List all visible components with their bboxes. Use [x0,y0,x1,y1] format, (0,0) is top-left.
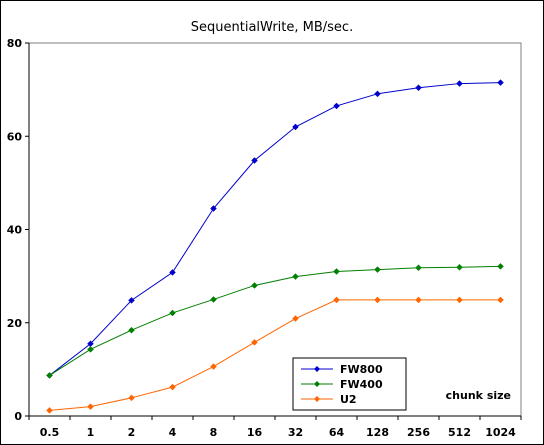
legend-swatch-marker [314,366,320,372]
x-tick-label-64: 64 [329,426,345,439]
data-point-U2-32 [292,315,299,322]
x-tick-label-16: 16 [247,426,263,439]
data-point-U2-1 [87,403,94,411]
data-point-FW800-256 [415,84,422,92]
x-tick-label-4: 4 [169,426,177,439]
data-point-FW800-512 [456,80,463,87]
data-point-FW800-8 [210,205,217,212]
data-point-FW400-0.5 [46,372,53,379]
axes [25,42,522,420]
data-point-U2-512 [456,296,463,304]
data-point-FW400-8 [210,296,217,303]
legend: FW800 FW400 U2 [292,357,407,411]
legend-label-FW800: FW800 [340,363,383,376]
chart-title: SequentialWrite, MB/sec. [191,20,353,35]
data-point-FW400-1024 [497,262,504,270]
legend-entry-U2: U2 [301,393,357,406]
series-line-U2 [49,299,501,411]
data-point-FW400-4 [169,309,176,317]
data-point-U2-64 [333,296,340,304]
series-lines [46,79,504,414]
x-tick-label-512: 512 [448,426,471,439]
x-tick-label-32: 32 [288,426,303,439]
data-point-FW400-64 [333,268,340,275]
y-tick-label-80: 80 [7,37,23,50]
data-point-FW800-32 [292,123,299,131]
data-point-U2-256 [415,296,422,304]
legend-entry-FW800: FW800 [301,363,383,376]
data-point-U2-2 [128,394,135,402]
data-point-U2-0.5 [46,407,53,414]
series-U2 [46,296,504,414]
series-FW400 [46,262,504,379]
y-tick-labels: 0 20 40 60 80 [7,37,23,423]
series-line-FW800 [49,82,501,376]
x-tick-labels: 0.5 1 2 4 8 16 32 64 128 256 512 1024 [40,426,516,439]
data-point-U2-4 [169,383,176,391]
data-point-FW400-16 [251,282,258,289]
y-tick-label-60: 60 [7,130,23,143]
x-tick-label-256: 256 [407,426,430,439]
legend-entry-FW400: FW400 [301,378,383,391]
data-point-FW400-32 [292,273,299,280]
x-tick-label-8: 8 [210,426,218,439]
legend-label-U2: U2 [340,393,357,406]
y-tick-label-20: 20 [7,317,23,330]
data-point-FW800-2 [128,297,135,304]
data-point-U2-1024 [497,296,504,304]
series-line-FW400 [49,265,501,376]
y-tick-label-0: 0 [14,410,22,423]
data-point-FW800-128 [374,90,381,98]
x-tick-label-128: 128 [366,426,389,439]
x-axis-label: chunk size [446,389,511,402]
data-point-FW800-16 [251,157,258,164]
x-tick-label-1: 1 [87,426,95,439]
data-point-U2-16 [251,338,258,346]
data-point-FW400-2 [128,326,135,334]
data-point-FW800-1024 [497,79,504,86]
data-point-FW800-4 [169,269,176,276]
x-tick-label-1024: 1024 [485,426,516,439]
y-tick-label-40: 40 [7,224,23,237]
data-point-FW400-512 [456,263,463,271]
legend-swatch-marker [314,396,320,402]
data-point-FW800-64 [333,102,340,110]
data-point-U2-128 [374,296,381,304]
data-point-FW400-256 [415,264,422,272]
data-point-FW400-128 [374,266,381,273]
data-point-FW400-1 [87,345,94,353]
x-tick-label-0.5: 0.5 [40,426,60,439]
data-point-U2-8 [210,363,217,370]
legend-label-FW400: FW400 [340,378,383,391]
x-tick-label-2: 2 [128,426,136,439]
legend-swatch-marker [314,381,320,387]
plot-area-frame [28,42,522,417]
